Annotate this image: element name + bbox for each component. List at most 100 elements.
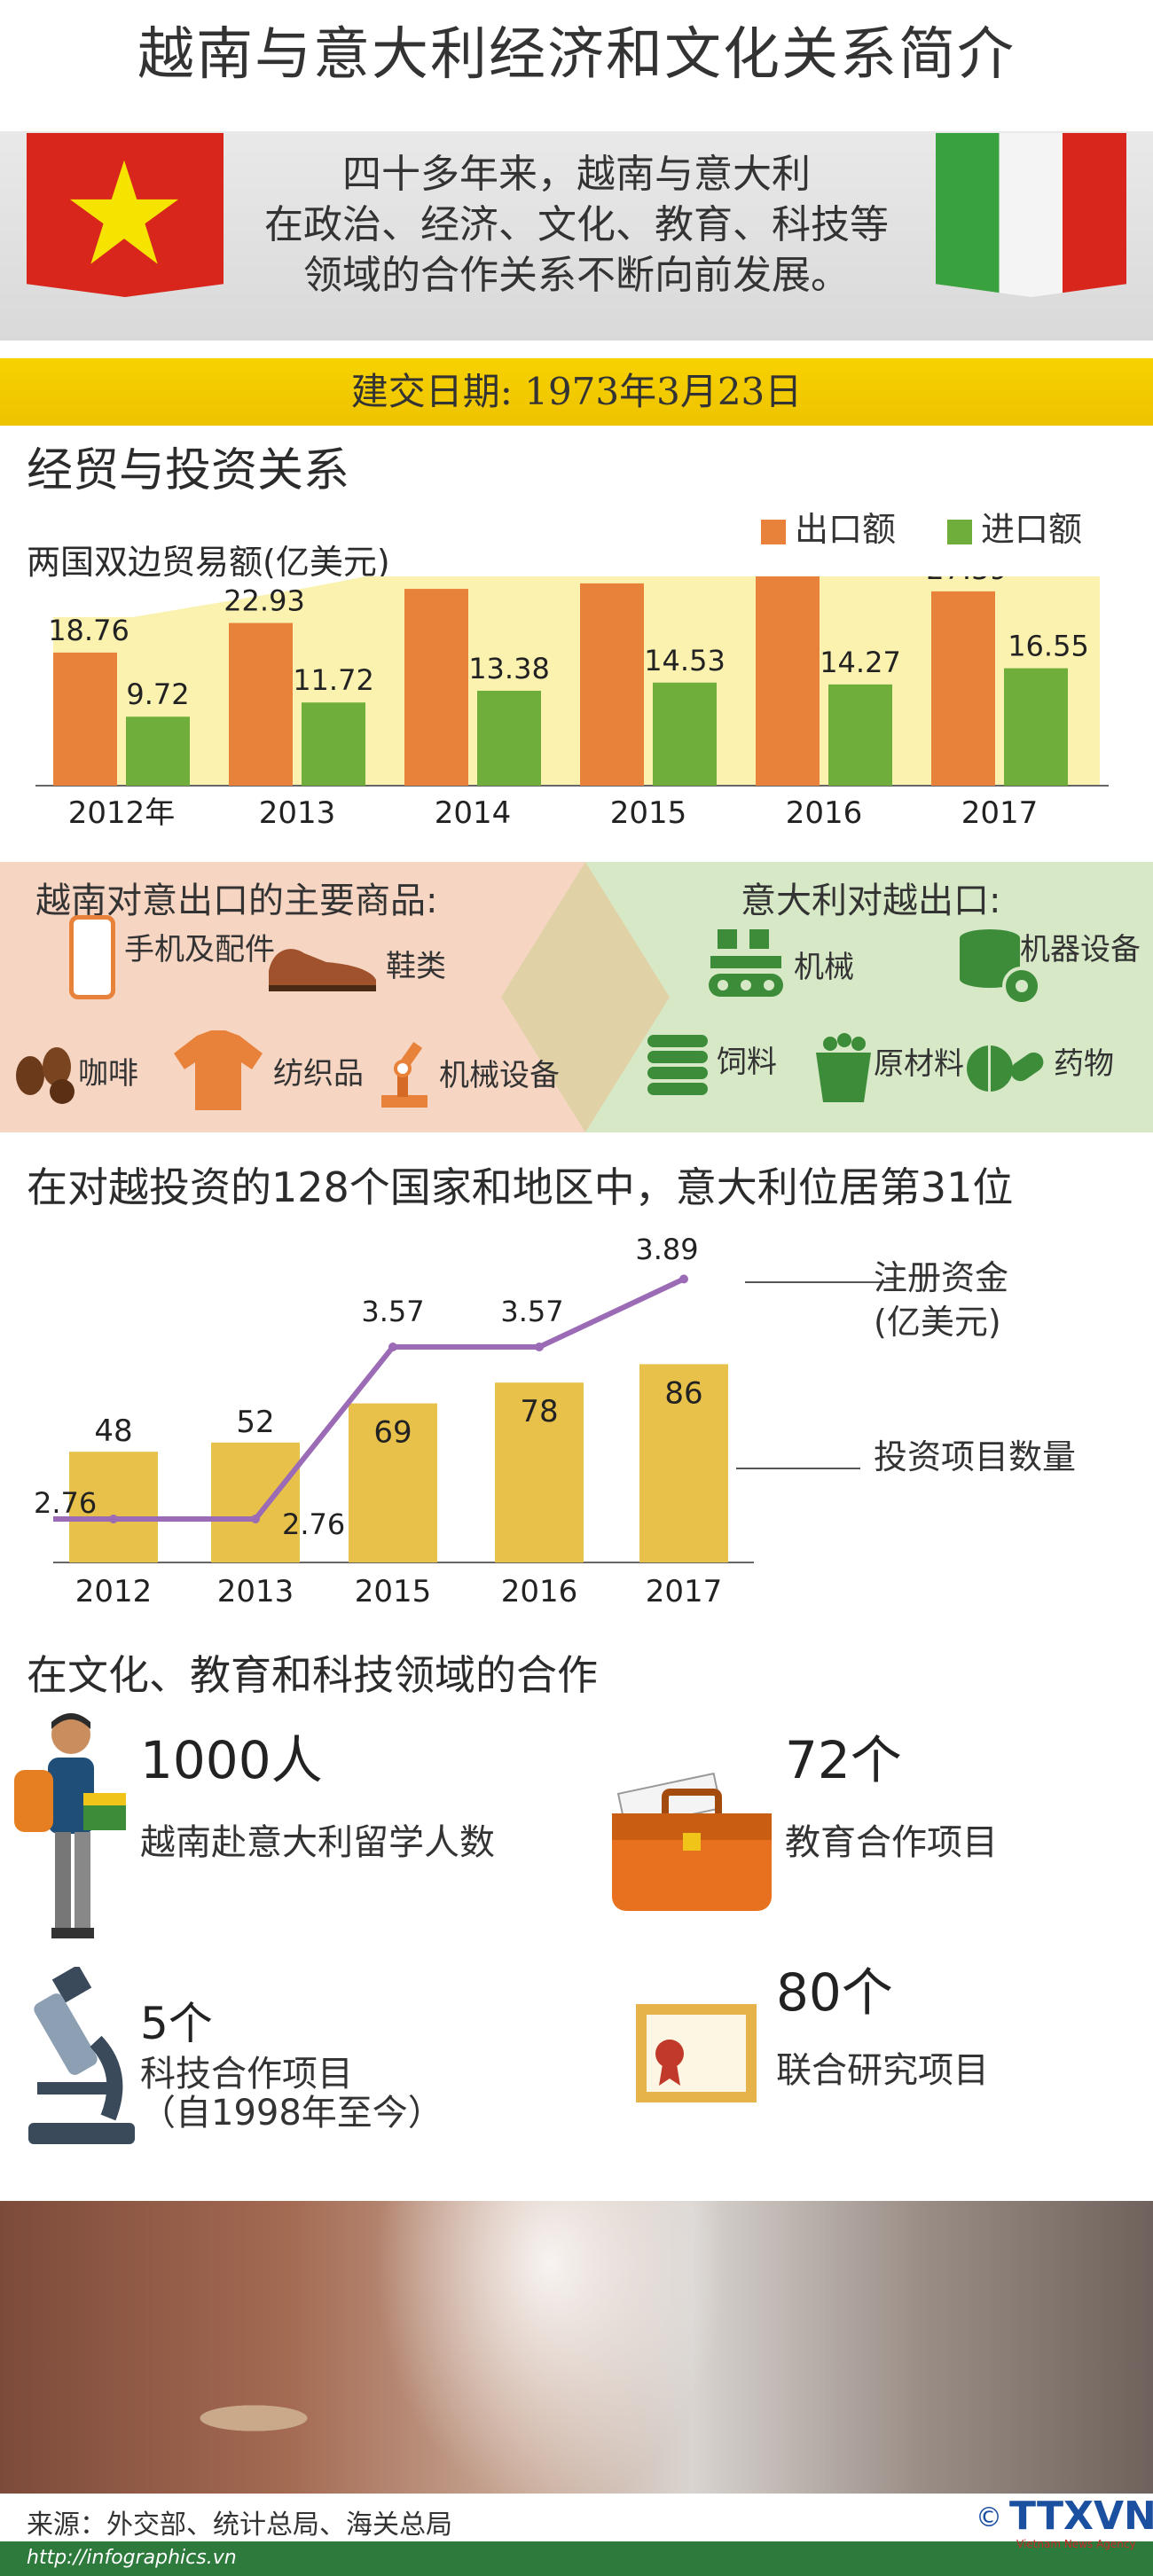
capital-value-label: 3.89 xyxy=(635,1233,698,1266)
invest-year-tick: 2013 xyxy=(217,1574,294,1609)
trade-year-tick: 2015 xyxy=(610,795,687,831)
capital-point xyxy=(251,1515,260,1523)
trade-year-tick: 2014 xyxy=(435,795,512,831)
capital-point xyxy=(388,1343,397,1352)
coffee-bean-icon xyxy=(16,1047,75,1104)
certificate-icon xyxy=(636,2004,757,2102)
import-value-label: 14.27 xyxy=(820,646,901,679)
intro-text: 四十多年来，越南与意大利 在政治、经济、文化、教育、科技等 领域的合作关系不断向… xyxy=(222,149,931,301)
project-count-bar xyxy=(349,1403,437,1562)
source-text: 来源：外交部、统计总局、海关总局 xyxy=(27,2509,452,2541)
import-value-label: 11.72 xyxy=(293,663,374,697)
import-bar xyxy=(1004,668,1068,786)
capital-point xyxy=(679,1274,688,1284)
projects-leader-line xyxy=(736,1468,860,1469)
project-count-label: 52 xyxy=(236,1405,274,1440)
pill-icon xyxy=(967,1043,1044,1094)
copyright-symbol: © xyxy=(976,2502,1002,2533)
export-bar xyxy=(931,591,995,786)
capital-line xyxy=(53,1276,686,1522)
import-bar xyxy=(302,702,365,786)
legend-export-swatch xyxy=(761,519,786,544)
legend-export: 出口额 xyxy=(761,502,896,551)
site-url-link[interactable]: http://infographics.vn xyxy=(27,2547,237,2569)
legend-import: 进口额 xyxy=(947,502,1082,551)
import-bar xyxy=(126,716,190,786)
capital-label: 注册资金 xyxy=(874,1258,1009,1297)
culture-section-title: 在文化、教育和科技领域的合作 xyxy=(27,1651,598,1699)
export-bar xyxy=(404,589,468,786)
italy-flag-icon xyxy=(936,133,1126,297)
project-count-bar xyxy=(495,1382,584,1562)
edu-number: 72个 xyxy=(785,1730,902,1790)
it-item-equipment: 机器设备 xyxy=(1020,932,1141,967)
raw-material-bucket-icon xyxy=(816,1033,871,1102)
trade-year-tick: 2016 xyxy=(786,795,863,831)
invest-year-tick: 2017 xyxy=(646,1574,723,1609)
page-title: 越南与意大利经济和文化关系简介 xyxy=(137,22,1016,88)
capital-point xyxy=(535,1343,544,1352)
capital-point xyxy=(109,1515,118,1523)
vn-export-heading: 越南对意出口的主要商品: xyxy=(35,881,438,921)
export-value-label: 22.93 xyxy=(224,584,305,618)
intro-line: 领域的合作关系不断向前发展。 xyxy=(303,253,850,298)
students-number: 1000人 xyxy=(140,1730,323,1790)
it-item-machine: 机械 xyxy=(794,950,854,985)
it-item-feed: 饲料 xyxy=(717,1045,777,1080)
trade-bar-chart: 18.76 9.72 2012年 22.93 11.72 2013 27.74 13.38 20… xyxy=(35,576,1109,831)
feed-stack-icon xyxy=(647,1035,708,1095)
vn-item-coffee: 咖啡 xyxy=(78,1056,138,1092)
intro-line: 在政治、经济、文化、教育、科技等 xyxy=(264,202,889,247)
investment-section-title: 在对越投资的128个国家和地区中，意大利位居第31位 xyxy=(27,1163,1014,1211)
investment-combo-chart: 48 2012 52 2013 69 2015 78 2016 86 2017 2.76 2.76 3.… xyxy=(34,1233,754,1609)
project-count-bar xyxy=(639,1364,728,1562)
legend-export-label: 出口额 xyxy=(795,510,897,549)
photo-fade-overlay xyxy=(373,2201,727,2511)
invest-year-tick: 2016 xyxy=(501,1574,578,1609)
invest-year-tick: 2015 xyxy=(355,1574,432,1609)
database-gear-icon xyxy=(960,929,1041,1006)
legend-import-label: 进口额 xyxy=(981,510,1083,549)
import-bar xyxy=(828,684,892,786)
conveyor-icon xyxy=(709,929,783,997)
export-value-label: 27.39 xyxy=(926,576,1008,586)
export-value-label: 28.51 xyxy=(575,576,656,578)
project-count-label: 69 xyxy=(373,1415,412,1451)
it-item-medicine: 药物 xyxy=(1054,1046,1114,1082)
ttxvn-logo: TTXVN xyxy=(1009,2494,1153,2539)
briefcase-icon xyxy=(612,1772,772,1911)
students-text: 越南赴意大利留学人数 xyxy=(140,1822,495,1863)
it-item-raw-material: 原材料 xyxy=(874,1046,964,1082)
shoe-icon xyxy=(269,949,376,991)
intro-line: 四十多年来，越南与意大利 xyxy=(342,152,811,197)
capital-value-label: 2.76 xyxy=(34,1486,97,1520)
project-count-label: 86 xyxy=(664,1375,702,1411)
import-value-label: 16.55 xyxy=(1008,630,1089,663)
vn-item-phone: 手机及配件 xyxy=(124,932,275,967)
export-bar xyxy=(53,652,117,786)
student-icon xyxy=(14,1713,126,1938)
establish-date-bar: 建交日期: 1973年3月23日 xyxy=(0,358,1153,426)
import-bar xyxy=(653,682,717,786)
robot-arm-icon xyxy=(381,1041,427,1108)
import-value-label: 9.72 xyxy=(126,677,189,711)
trade-year-tick: 2017 xyxy=(961,795,1039,831)
sci-note: （自1998年至今） xyxy=(140,2093,443,2134)
vietnam-flag-icon xyxy=(27,133,224,297)
project-count-label: 48 xyxy=(94,1413,132,1449)
sci-number: 5个 xyxy=(140,1998,213,2049)
shirt-icon xyxy=(174,1030,263,1110)
invest-year-tick: 2012 xyxy=(75,1574,153,1609)
import-value-label: 14.53 xyxy=(644,644,726,677)
export-bar xyxy=(229,622,293,786)
capital-value-label: 2.76 xyxy=(282,1507,345,1541)
trade-section-title: 经贸与投资关系 xyxy=(27,444,350,497)
export-bar xyxy=(580,583,644,786)
vn-item-textile: 纺织品 xyxy=(273,1056,364,1092)
trade-year-tick: 2013 xyxy=(259,795,336,831)
url-bar xyxy=(0,2541,1153,2576)
it-export-heading: 意大利对越出口: xyxy=(741,881,1001,921)
capital-unit-label: (亿美元) xyxy=(874,1303,1001,1342)
sci-text: 科技合作项目 xyxy=(140,2054,353,2094)
project-count-label: 78 xyxy=(520,1394,558,1429)
